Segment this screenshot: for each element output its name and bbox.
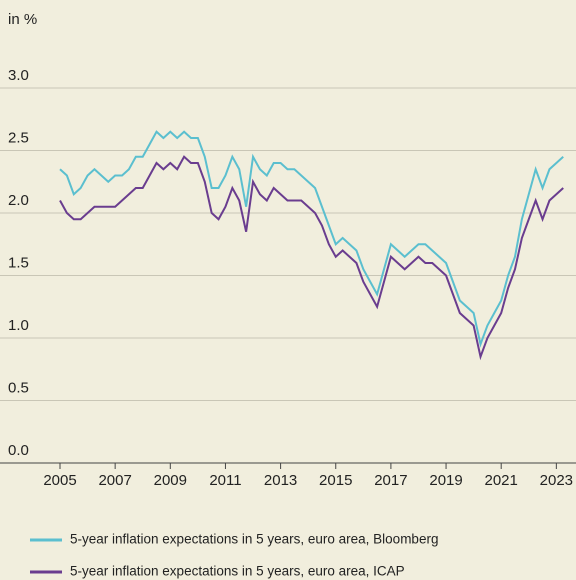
x-tick-label: 2005 xyxy=(43,472,76,489)
x-tick-label: 2009 xyxy=(154,472,187,489)
y-tick-label: 0.5 xyxy=(8,379,29,396)
x-tick-label: 2011 xyxy=(209,472,241,489)
series-line xyxy=(59,155,564,361)
x-tick-label: 2017 xyxy=(374,472,407,489)
legend-label: 5-year inflation expectations in 5 years… xyxy=(70,564,405,579)
y-tick-label: 2.0 xyxy=(8,192,29,209)
x-tick-label: 2013 xyxy=(264,472,297,489)
legend-label: 5-year inflation expectations in 5 years… xyxy=(70,532,438,547)
series-line xyxy=(59,130,564,348)
y-tick-label: 0.0 xyxy=(8,442,29,459)
y-tick-label: 2.5 xyxy=(8,129,29,146)
x-tick-label: 2021 xyxy=(485,472,518,489)
y-tick-label: 3.0 xyxy=(8,67,29,84)
x-tick-label: 2007 xyxy=(98,472,131,489)
y-unit-label: in % xyxy=(8,11,37,28)
x-tick-label: 2019 xyxy=(429,472,462,489)
y-tick-label: 1.5 xyxy=(8,254,29,271)
y-tick-label: 1.0 xyxy=(8,317,29,334)
x-tick-label: 2023 xyxy=(540,472,573,489)
x-tick-label: 2015 xyxy=(319,472,352,489)
